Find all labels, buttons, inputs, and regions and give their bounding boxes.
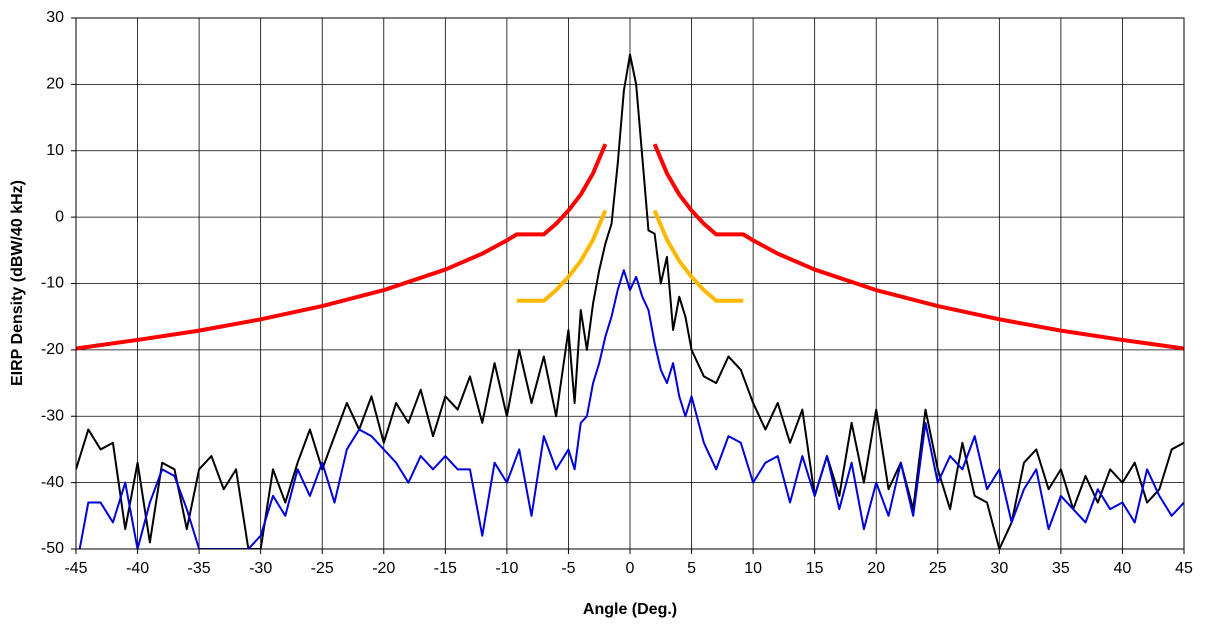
grid	[75, 17, 1185, 550]
x-tick-label: -20	[372, 560, 395, 577]
y-tick-label: 0	[55, 208, 64, 225]
x-tick-label: 35	[1052, 560, 1070, 577]
plot-lines	[76, 53, 1184, 549]
x-tick-label: 45	[1175, 560, 1193, 577]
x-tick-label: -5	[561, 560, 575, 577]
x-tick-label: -10	[495, 560, 518, 577]
y-tick-label: -20	[41, 341, 64, 358]
x-tick-label: -45	[64, 560, 87, 577]
series-line	[76, 53, 1184, 549]
x-tick-label: 30	[990, 560, 1008, 577]
y-tick-label: 30	[46, 9, 64, 26]
y-tick-label: -30	[41, 407, 64, 424]
series-line	[76, 143, 1184, 351]
series-line	[78, 269, 1184, 549]
series-line	[516, 209, 744, 303]
x-tick-label: 10	[744, 560, 762, 577]
x-tick-label: 25	[929, 560, 947, 577]
y-tick-label: 10	[46, 142, 64, 159]
x-tick-label: 0	[626, 560, 635, 577]
y-tick-label: -50	[41, 540, 64, 557]
x-tick-label: -35	[188, 560, 211, 577]
x-tick-label: 20	[867, 560, 885, 577]
x-tick-label: 15	[806, 560, 824, 577]
x-axis-label: Angle (Deg.)	[583, 601, 677, 618]
x-tick-label: 5	[687, 560, 696, 577]
x-tick-label: -30	[249, 560, 272, 577]
y-tick-label: 20	[46, 76, 64, 93]
x-tick-label: -25	[311, 560, 334, 577]
y-axis-label: EIRP Density (dBW/40 kHz)	[9, 180, 26, 386]
y-tick-label: -10	[41, 275, 64, 292]
x-tick-label: -15	[434, 560, 457, 577]
x-tick-label: 40	[1114, 560, 1132, 577]
y-tick-label: -40	[41, 474, 64, 491]
x-tick-label: -40	[126, 560, 149, 577]
